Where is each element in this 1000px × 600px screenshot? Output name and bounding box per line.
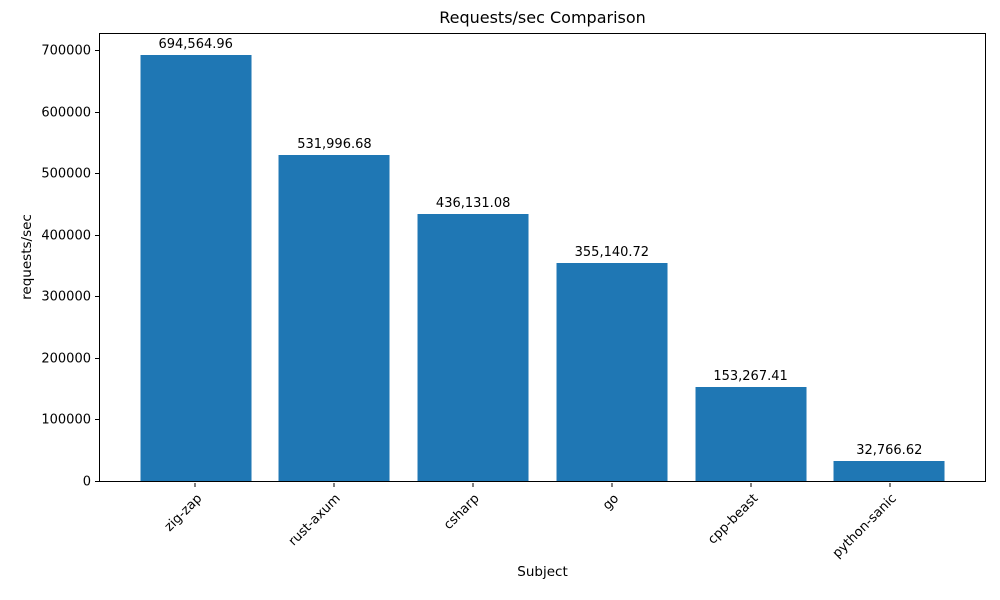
bar-csharp (417, 213, 529, 481)
x-tick-mark (194, 483, 196, 487)
y-tick-mark (95, 111, 99, 113)
x-tick-label-text: cpp-beast (704, 491, 761, 548)
x-tick-label-text: csharp (441, 491, 483, 533)
y-axis: 0 100000 200000 300000 400000 500000 600000 700… (0, 33, 91, 489)
plot-area: 694,564.96 531,996.68 436,131.08 355,140.72… (99, 33, 986, 482)
x-tick-mark (750, 483, 752, 487)
y-tick-mark (95, 234, 99, 236)
x-axis: zig-zap rust-axum csharp go cpp-beast python-… (99, 482, 986, 592)
bar-value-label: 153,267.41 (713, 369, 788, 385)
y-tick-label: 200000 (41, 351, 91, 367)
x-tick-label-text: rust-axum (286, 491, 344, 550)
y-tick-mark (95, 296, 99, 298)
x-tick-mark (611, 483, 613, 487)
y-tick-label: 400000 (41, 228, 91, 244)
y-tick-mark (95, 173, 99, 175)
y-tick-mark (95, 357, 99, 359)
x-tick-label-text: python-sanic (830, 491, 900, 562)
bar-rust-axum (278, 154, 390, 481)
y-tick-mark (95, 419, 99, 421)
bar-python-sanic (833, 460, 945, 481)
x-tick-label-text: go (599, 491, 622, 514)
y-tick-label: 0 (82, 474, 91, 490)
y-tick-label: 300000 (41, 289, 91, 305)
y-tick-label: 600000 (41, 105, 91, 121)
y-tick-label: 100000 (41, 412, 91, 428)
x-tick-mark (333, 483, 335, 487)
bar-value-label: 531,996.68 (297, 136, 372, 152)
bar-value-label: 694,564.96 (158, 37, 233, 53)
chart-title: Requests/sec Comparison (439, 8, 646, 27)
bar-cpp-beast (695, 387, 807, 481)
bar-value-label: 355,140.72 (574, 245, 650, 261)
x-tick-label-text: zig-zap (161, 491, 205, 535)
bar-value-label: 436,131.08 (435, 195, 511, 211)
y-tick-label: 500000 (41, 166, 91, 182)
x-tick-mark (472, 483, 474, 487)
y-tick-mark (95, 481, 99, 482)
x-axis-label: Subject (517, 564, 568, 580)
bar-value-label: 32,766.62 (856, 442, 923, 458)
x-tick-mark (889, 483, 891, 487)
y-tick-label: 700000 (41, 43, 91, 59)
y-tick-mark (95, 50, 99, 52)
bar-go (556, 263, 668, 481)
bar-zig-zap (140, 55, 252, 481)
